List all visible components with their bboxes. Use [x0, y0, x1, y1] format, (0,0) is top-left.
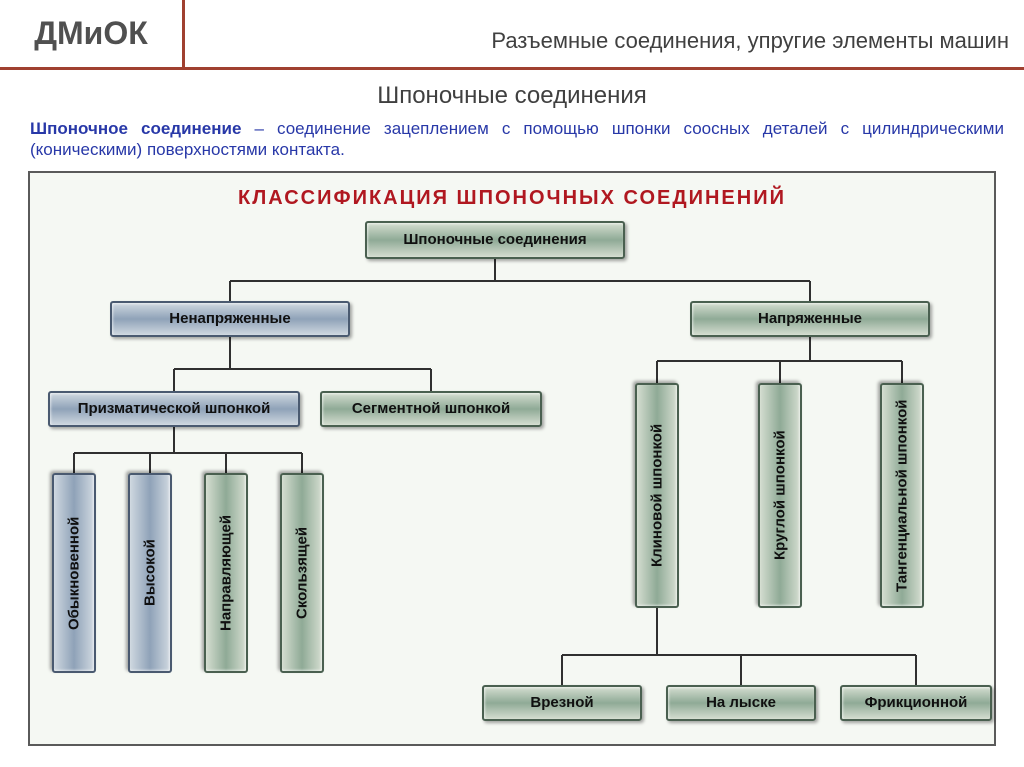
slide-header: ДМиОК Разъемные соединения, упругие элем… [0, 0, 1024, 70]
node-napravl: Направляющей [204, 473, 248, 673]
node-vysok: Высокой [128, 473, 172, 673]
node-frikc: Фрикционной [840, 685, 992, 721]
classification-diagram: КЛАССИФИКАЦИЯ ШПОНОЧНЫХ СОЕДИНЕНИЙ Шпоно… [28, 171, 996, 746]
node-napr: Напряженные [690, 301, 930, 337]
node-prizm: Призматической шпонкой [48, 391, 300, 427]
node-nenepr: Ненапряженные [110, 301, 350, 337]
page-title: Шпоночные соединения [0, 82, 1024, 110]
diagram-title: КЛАССИФИКАЦИЯ ШПОНОЧНЫХ СОЕДИНЕНИЙ [30, 173, 994, 210]
node-skolz: Скользящей [280, 473, 324, 673]
course-brand: ДМиОК [34, 15, 148, 52]
node-obykn: Обыкновенной [52, 473, 96, 673]
node-tang: Тангенциальной шпонкой [880, 383, 924, 608]
node-klin: Клиновой шпонкой [635, 383, 679, 608]
definition-term: Шпоночное соединение [30, 119, 241, 138]
topic-subtitle: Разъемные соединения, упругие элементы м… [491, 28, 1009, 54]
brand-box: ДМиОК [0, 0, 185, 67]
node-krug: Круглой шпонкой [758, 383, 802, 608]
node-nalyske: На лыске [666, 685, 816, 721]
node-vrezn: Врезной [482, 685, 642, 721]
definition-paragraph: Шпоночное соединение – соединение зацепл… [0, 110, 1024, 171]
node-root: Шпоночные соединения [365, 221, 625, 259]
definition-dash: – [241, 119, 277, 138]
node-segm: Сегментной шпонкой [320, 391, 542, 427]
